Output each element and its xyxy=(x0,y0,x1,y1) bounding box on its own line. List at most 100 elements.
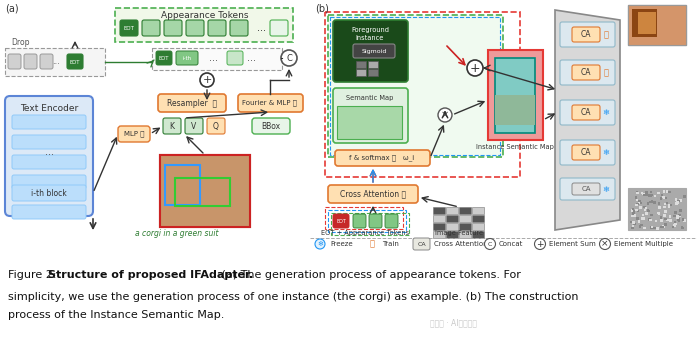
Bar xyxy=(677,218,680,221)
FancyBboxPatch shape xyxy=(24,54,37,69)
Text: ❄: ❄ xyxy=(602,185,609,194)
Bar xyxy=(495,95,535,125)
Bar xyxy=(368,61,378,68)
Bar xyxy=(679,199,682,202)
Bar xyxy=(650,226,652,229)
Text: ❄: ❄ xyxy=(602,148,609,157)
FancyBboxPatch shape xyxy=(572,145,600,160)
Text: +: + xyxy=(536,239,544,248)
Bar xyxy=(663,196,666,199)
Text: CA: CA xyxy=(581,108,591,117)
Bar xyxy=(680,210,682,212)
Bar xyxy=(681,227,684,229)
Text: Appearance Tokens: Appearance Tokens xyxy=(161,10,249,19)
Bar xyxy=(666,190,668,193)
Bar xyxy=(651,226,653,228)
Text: Sigmoid: Sigmoid xyxy=(361,49,387,53)
Text: simplicity, we use the generation process of one instance (the corgi) as example: simplicity, we use the generation proces… xyxy=(8,292,579,302)
Bar xyxy=(636,191,638,194)
Text: K: K xyxy=(169,121,174,130)
Bar xyxy=(638,200,641,202)
Bar xyxy=(645,212,648,215)
Text: (a) The generation process of appearance tokens. For: (a) The generation process of appearance… xyxy=(218,270,521,280)
FancyBboxPatch shape xyxy=(12,175,86,189)
Bar xyxy=(650,194,653,196)
Bar xyxy=(642,217,645,220)
Text: Concat: Concat xyxy=(499,241,523,247)
Bar xyxy=(674,223,677,225)
Bar xyxy=(459,223,471,230)
Text: Fourier & MLP 🔥: Fourier & MLP 🔥 xyxy=(243,100,298,106)
Bar xyxy=(658,206,661,209)
Bar xyxy=(668,205,670,208)
Bar xyxy=(631,210,634,212)
Bar xyxy=(664,214,666,217)
Circle shape xyxy=(438,108,452,122)
Text: Drop: Drop xyxy=(10,37,29,46)
Bar xyxy=(648,218,650,221)
Bar xyxy=(643,209,646,211)
Text: Foreground: Foreground xyxy=(351,27,389,33)
Bar xyxy=(673,215,675,217)
Polygon shape xyxy=(555,10,620,230)
Bar xyxy=(676,201,679,204)
Text: CA: CA xyxy=(581,148,591,157)
Text: ...: ... xyxy=(247,53,256,63)
Bar xyxy=(160,155,250,227)
Bar xyxy=(638,12,656,34)
Bar xyxy=(669,204,672,206)
Bar xyxy=(459,231,471,238)
Text: EOT: EOT xyxy=(336,219,346,223)
Text: BBox: BBox xyxy=(261,121,281,130)
Text: ❄: ❄ xyxy=(602,108,609,117)
Bar xyxy=(446,215,458,222)
Text: Element Sum: Element Sum xyxy=(549,241,596,247)
Text: (a): (a) xyxy=(5,3,19,13)
FancyBboxPatch shape xyxy=(208,20,226,36)
FancyBboxPatch shape xyxy=(227,51,243,65)
Bar xyxy=(649,219,652,221)
FancyBboxPatch shape xyxy=(572,105,600,120)
Bar xyxy=(643,205,646,208)
Bar xyxy=(647,202,650,205)
Bar xyxy=(632,221,634,224)
FancyBboxPatch shape xyxy=(67,54,83,69)
Text: ❄: ❄ xyxy=(317,241,323,247)
Bar xyxy=(648,210,650,212)
FancyBboxPatch shape xyxy=(560,22,615,47)
Bar xyxy=(658,202,660,205)
Bar xyxy=(637,210,639,212)
Bar xyxy=(683,219,686,222)
FancyBboxPatch shape xyxy=(369,214,382,228)
FancyBboxPatch shape xyxy=(333,214,349,228)
Bar xyxy=(633,210,635,213)
Text: a corgi in a green suit: a corgi in a green suit xyxy=(135,229,218,237)
Bar xyxy=(495,58,535,133)
FancyBboxPatch shape xyxy=(335,150,430,166)
Text: Freeze: Freeze xyxy=(330,241,353,247)
Bar xyxy=(668,191,671,193)
Text: 🔥: 🔥 xyxy=(604,68,608,77)
Bar xyxy=(645,207,647,209)
Bar xyxy=(660,219,663,222)
Text: Image Feature: Image Feature xyxy=(435,230,483,236)
Text: ...: ... xyxy=(257,23,266,33)
Bar xyxy=(673,224,676,227)
Text: ...: ... xyxy=(52,57,60,66)
Bar xyxy=(446,223,458,230)
Bar xyxy=(653,201,656,204)
FancyBboxPatch shape xyxy=(333,20,408,82)
Bar xyxy=(356,69,366,76)
Text: Instance Semantic Map: Instance Semantic Map xyxy=(476,144,554,150)
Text: ×: × xyxy=(602,239,608,248)
Bar xyxy=(659,197,662,200)
Bar xyxy=(675,198,677,201)
FancyBboxPatch shape xyxy=(158,94,226,112)
Text: Cross Attention 🔥: Cross Attention 🔥 xyxy=(340,189,406,198)
Circle shape xyxy=(315,239,325,249)
Bar xyxy=(645,192,648,194)
Bar xyxy=(115,8,293,42)
Circle shape xyxy=(535,238,546,249)
Bar xyxy=(674,211,677,214)
Bar xyxy=(665,197,667,199)
